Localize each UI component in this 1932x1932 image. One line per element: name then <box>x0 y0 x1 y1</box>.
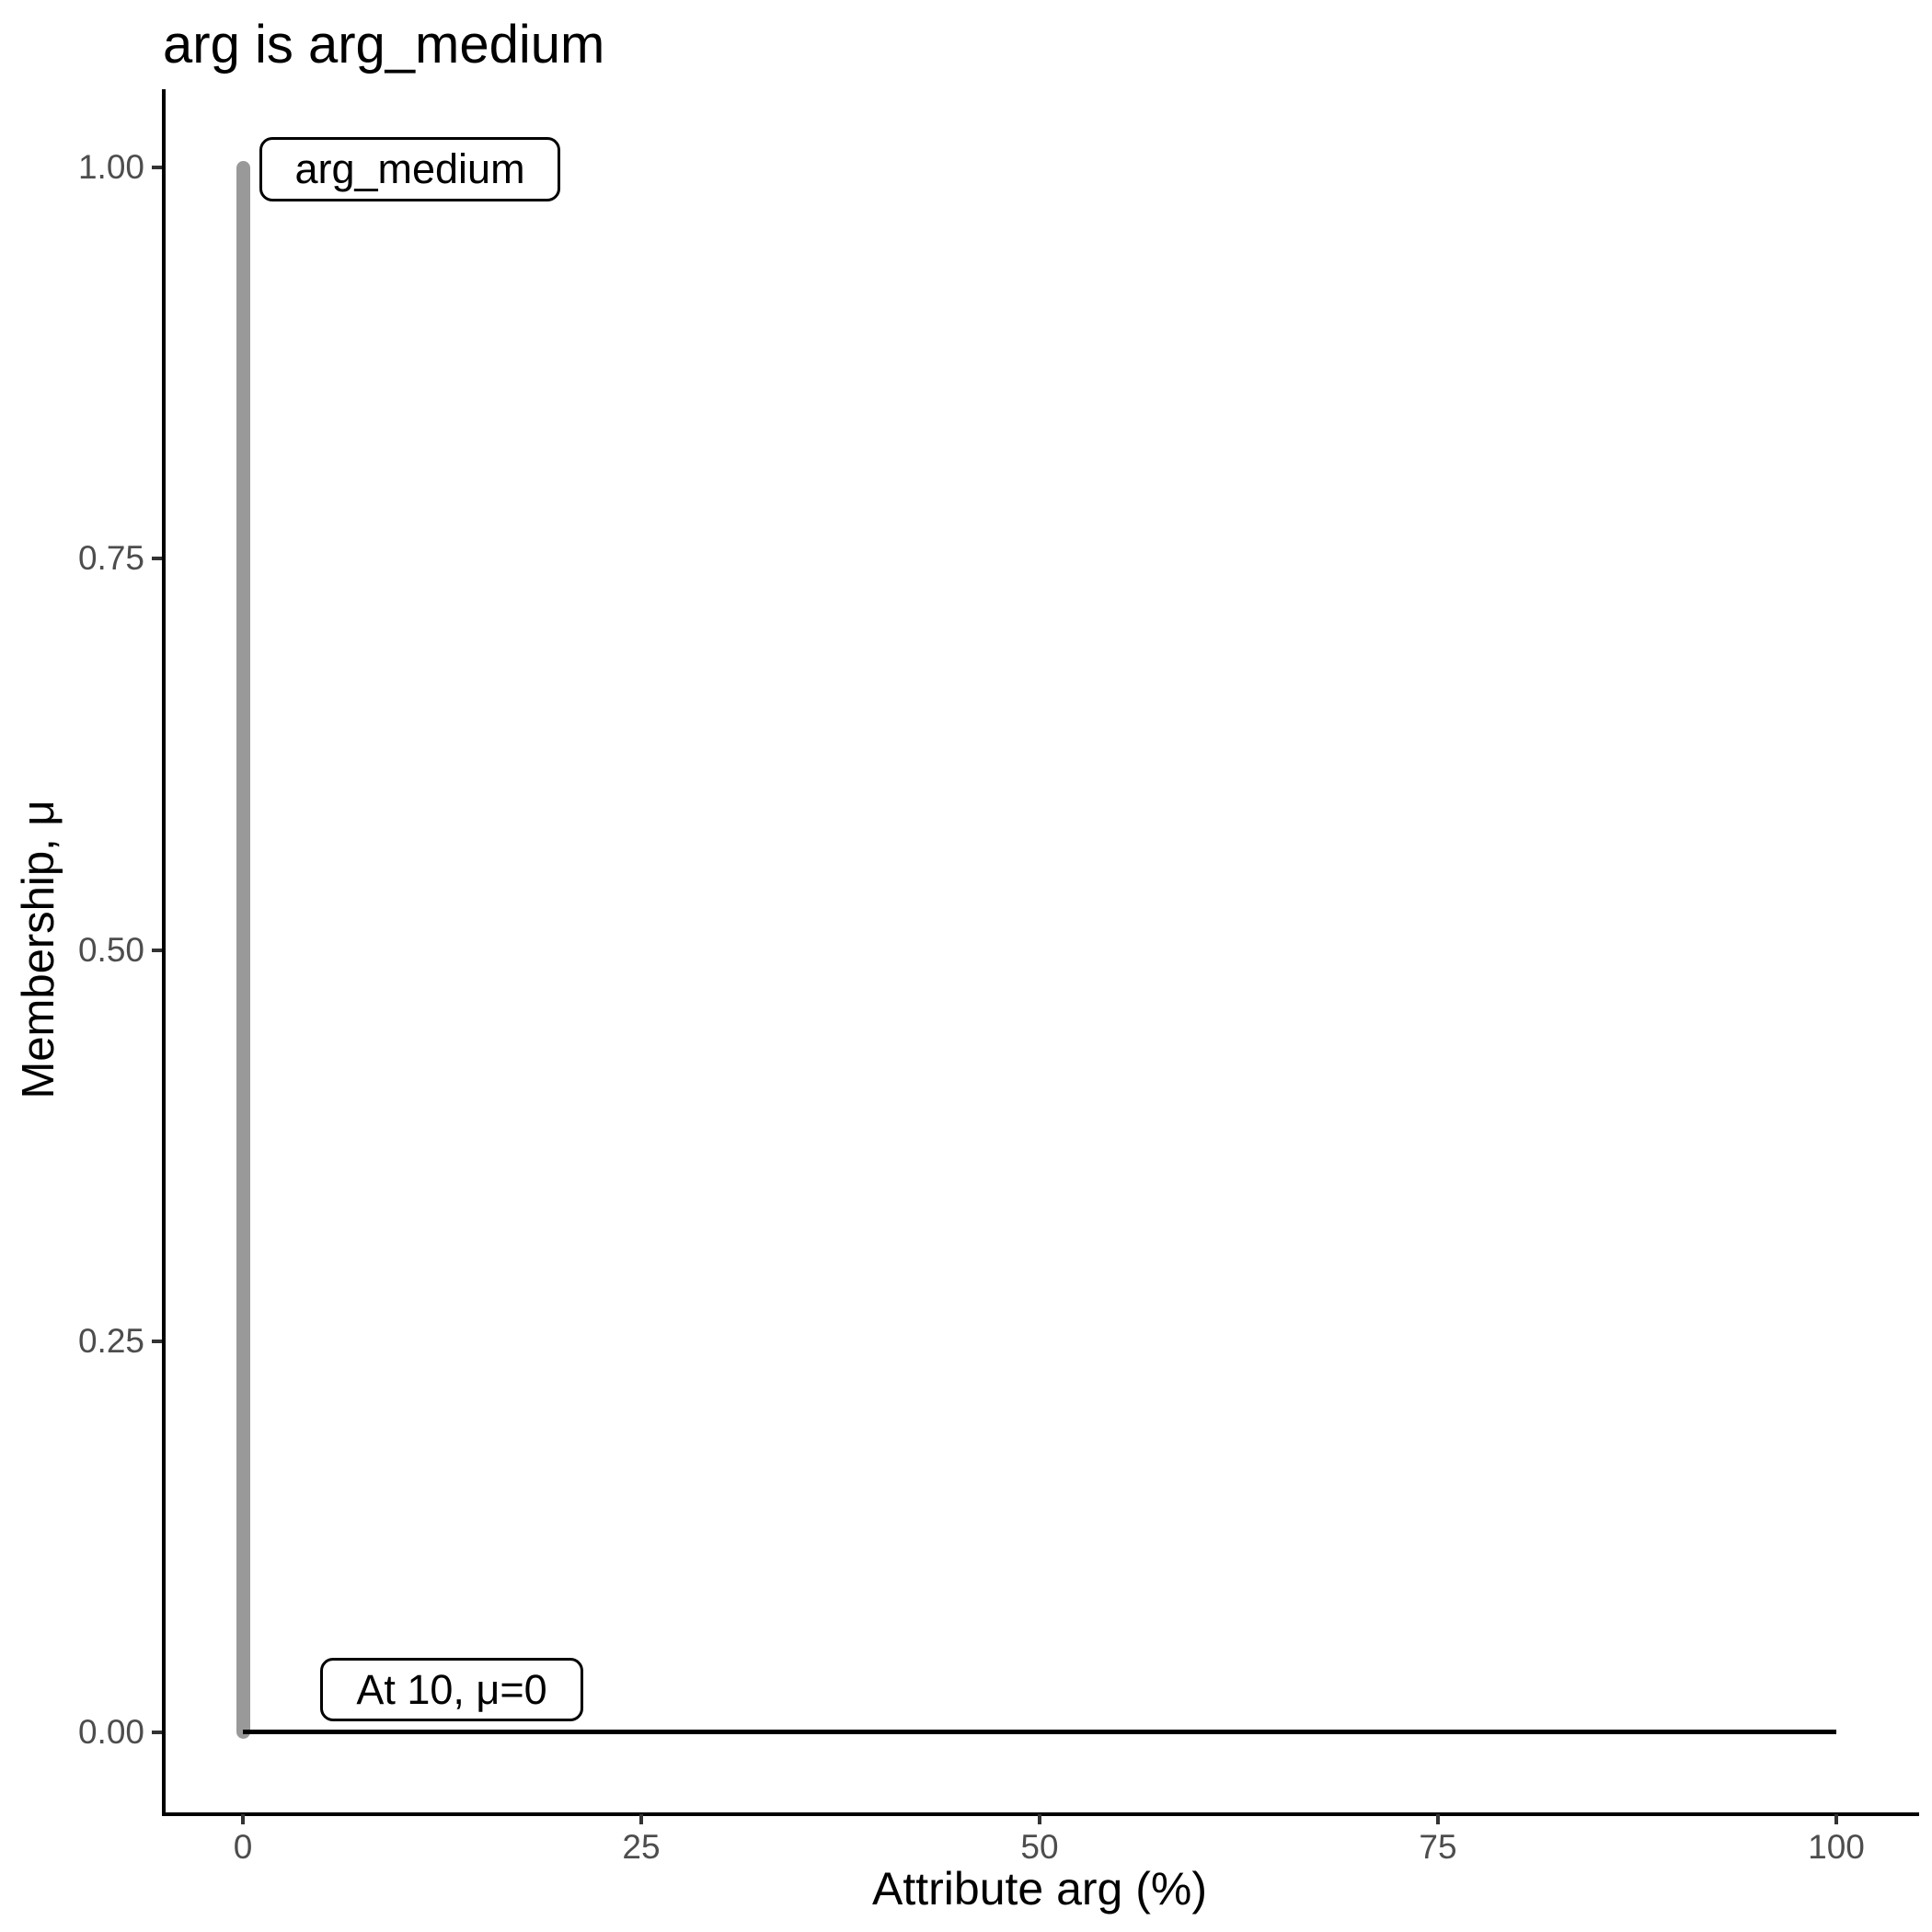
y-tick-mark <box>152 1731 162 1734</box>
y-tick-label: 0.75 <box>77 539 144 578</box>
y-tick-mark <box>152 1339 162 1343</box>
y-tick-mark <box>152 557 162 561</box>
arg-medium-spike-line <box>236 161 250 1739</box>
y-tick-mark <box>152 948 162 952</box>
y-tick-label: 0.25 <box>77 1321 144 1360</box>
x-tick-mark <box>1038 1814 1041 1824</box>
x-tick-mark <box>1834 1814 1838 1824</box>
x-tick-label: 25 <box>622 1828 661 1866</box>
x-tick-mark <box>1436 1814 1440 1824</box>
arg-medium-label: arg_medium <box>259 137 560 201</box>
x-tick-label: 0 <box>233 1828 253 1866</box>
at-10-annotation-label: At 10, μ=0 <box>320 1658 583 1721</box>
y-tick-mark <box>152 166 162 169</box>
x-tick-label: 75 <box>1419 1828 1457 1866</box>
y-tick-label: 0.00 <box>77 1713 144 1751</box>
zero-membership-line <box>243 1730 1836 1734</box>
x-tick-mark <box>639 1814 643 1824</box>
x-tick-label: 100 <box>1808 1828 1865 1866</box>
y-axis-title: Membership, μ <box>14 799 63 1099</box>
plot-panel: arg_medium At 10, μ=0 <box>162 89 1919 1816</box>
y-tick-label: 0.50 <box>77 930 144 969</box>
x-tick-mark <box>241 1814 245 1824</box>
x-tick-label: 50 <box>1020 1828 1059 1866</box>
y-tick-label: 1.00 <box>77 148 144 186</box>
plot-title: arg is arg_medium <box>163 15 605 75</box>
x-axis-title: Attribute arg (%) <box>871 1863 1208 1915</box>
